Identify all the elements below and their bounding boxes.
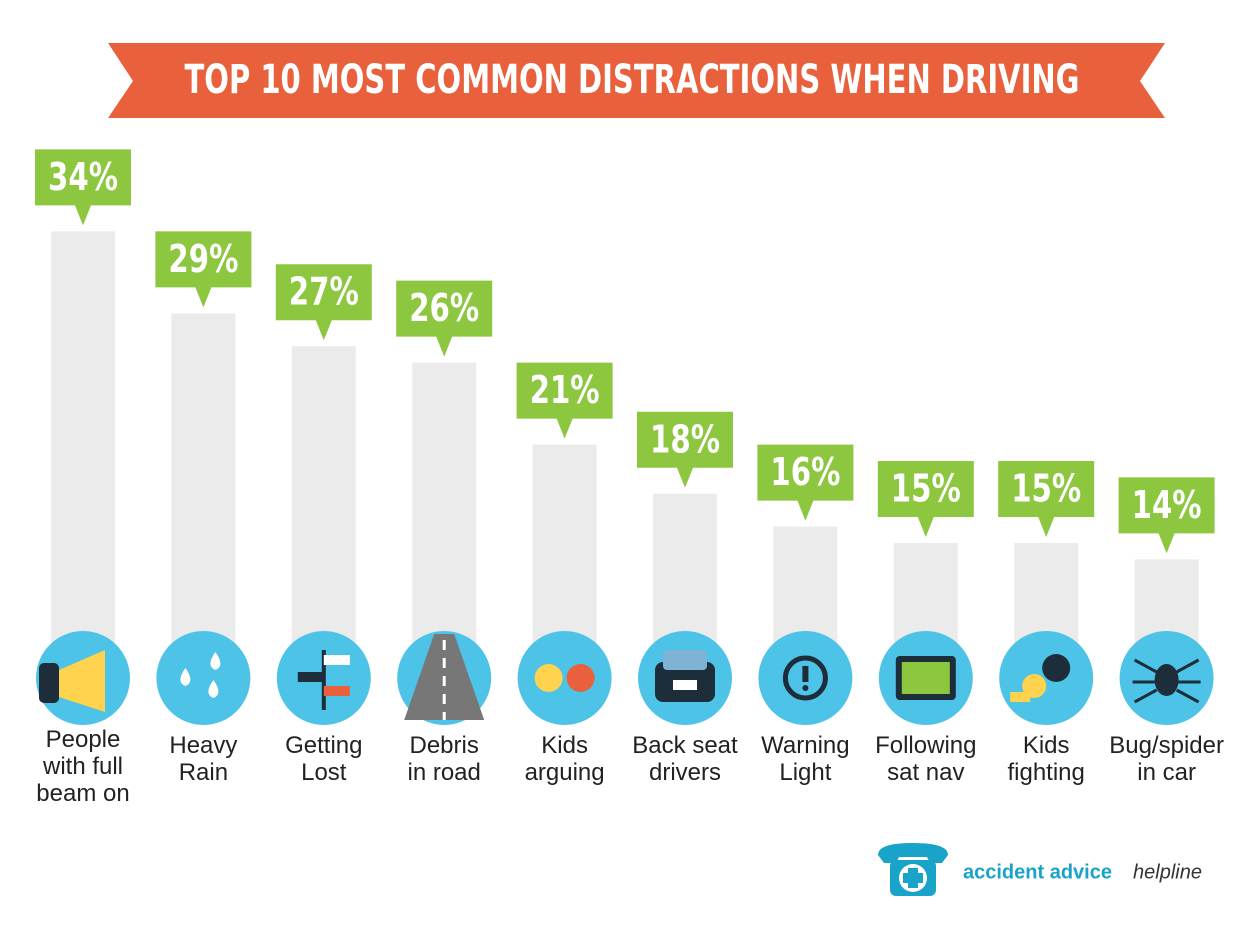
category-label: Kids arguing bbox=[524, 732, 605, 786]
label-box bbox=[516, 362, 613, 439]
label-box bbox=[757, 444, 854, 521]
category-label: Kids fighting bbox=[1007, 732, 1085, 786]
category-label: Debris in road bbox=[407, 732, 481, 786]
value-label: 14% bbox=[1132, 483, 1202, 527]
logo-phone bbox=[878, 843, 948, 863]
category-label: Heavy Rain bbox=[169, 732, 238, 786]
bar bbox=[51, 231, 115, 680]
label-box bbox=[155, 231, 252, 308]
icon bbox=[39, 650, 105, 712]
category-label: Warning Light bbox=[761, 732, 850, 786]
icon bbox=[404, 634, 485, 720]
icon-circle bbox=[999, 631, 1094, 725]
label-box bbox=[1118, 477, 1215, 554]
chart-title: TOP 10 MOST COMMON DISTRACTIONS WHEN DRI… bbox=[185, 57, 1080, 103]
value-label: 16% bbox=[770, 450, 840, 494]
value-label: 34% bbox=[48, 155, 118, 199]
icon bbox=[895, 656, 956, 700]
logo: accident advice helpline bbox=[878, 843, 1202, 896]
logo-cross bbox=[903, 868, 923, 888]
value-label: 15% bbox=[891, 467, 961, 511]
logo-suffix: helpline bbox=[1133, 861, 1202, 883]
icon-circle bbox=[517, 631, 612, 725]
icon bbox=[1132, 658, 1201, 704]
icon-circle bbox=[156, 631, 251, 725]
bar bbox=[291, 346, 356, 680]
logo-name: accident advice bbox=[963, 861, 1112, 883]
value-label: 15% bbox=[1011, 467, 1081, 511]
label-box bbox=[35, 149, 131, 226]
label-box bbox=[998, 461, 1095, 537]
icon bbox=[655, 650, 715, 702]
title-banner bbox=[108, 43, 1165, 118]
value-label: 18% bbox=[650, 417, 720, 461]
label-box bbox=[396, 280, 493, 357]
label-box bbox=[877, 461, 974, 537]
value-label: 29% bbox=[168, 237, 238, 281]
category-label: People with full beam on bbox=[36, 726, 130, 807]
icon bbox=[534, 664, 595, 692]
icon bbox=[1010, 654, 1071, 702]
value-label: 26% bbox=[409, 286, 479, 330]
icon bbox=[180, 652, 221, 698]
label-box bbox=[637, 411, 733, 488]
value-label: 27% bbox=[289, 270, 359, 314]
category-label: Getting Lost bbox=[285, 732, 363, 786]
bar bbox=[412, 362, 477, 680]
label-box bbox=[275, 264, 372, 341]
category-label: Bug/spider in car bbox=[1109, 732, 1224, 786]
icon bbox=[782, 655, 828, 701]
category-label: Back seat drivers bbox=[632, 732, 738, 786]
bar bbox=[171, 313, 236, 680]
icon bbox=[297, 650, 350, 710]
value-label: 21% bbox=[530, 368, 600, 412]
category-label: Following sat nav bbox=[875, 732, 977, 786]
